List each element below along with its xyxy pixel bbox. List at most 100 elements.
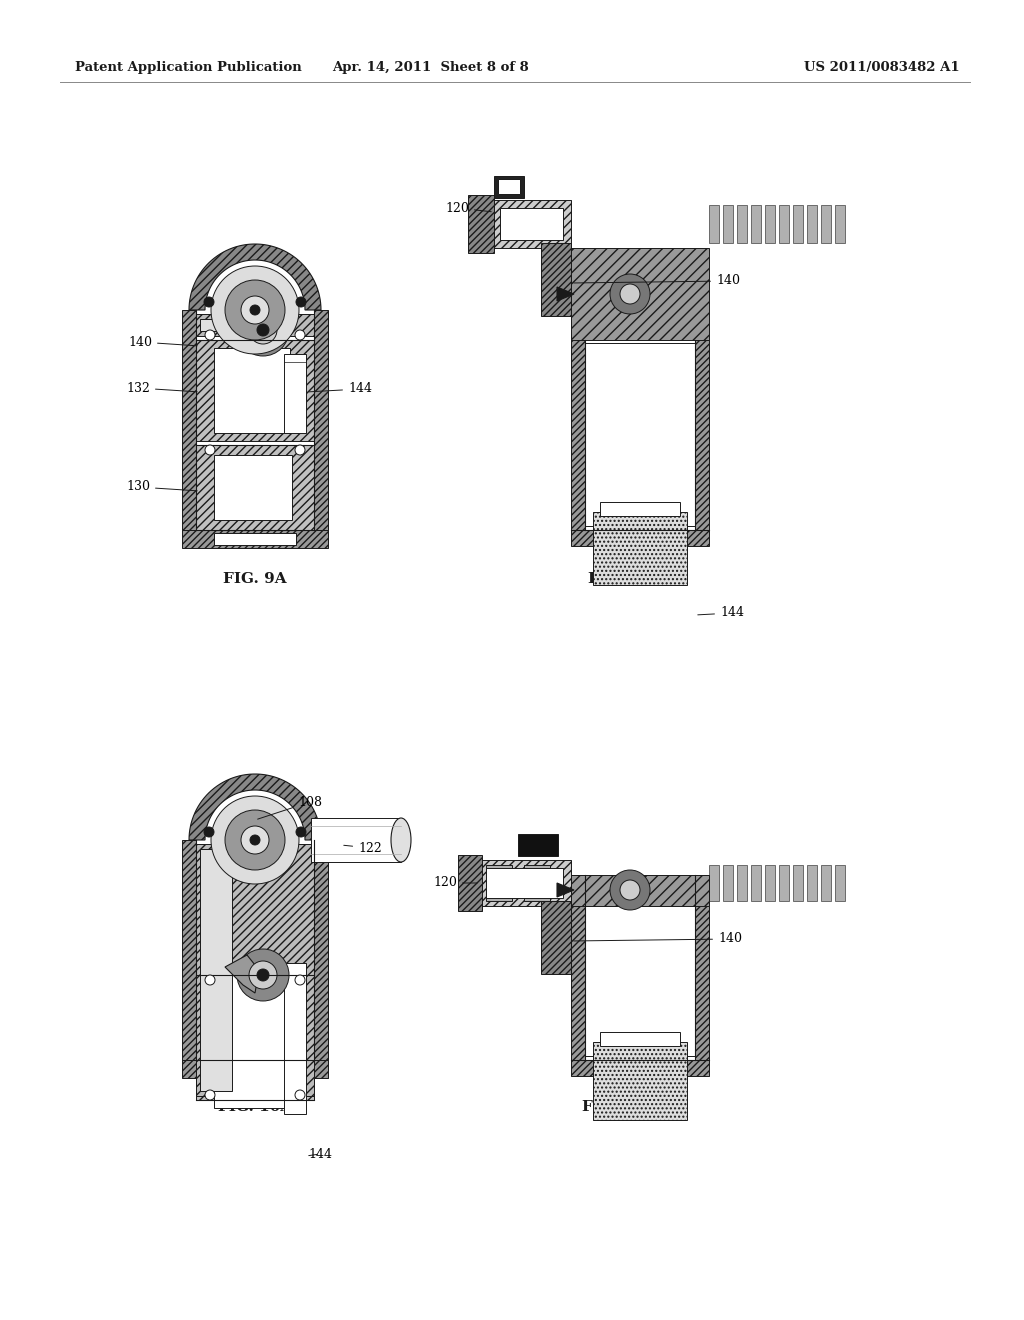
Bar	[468, 195, 494, 253]
Circle shape	[296, 297, 306, 308]
Circle shape	[249, 315, 278, 345]
Circle shape	[295, 330, 305, 341]
Bar	[541, 243, 571, 315]
Bar	[765, 865, 775, 902]
Bar	[494, 176, 524, 198]
Circle shape	[225, 280, 285, 341]
Bar	[224, 290, 238, 310]
Bar	[493, 201, 571, 248]
Bar	[709, 865, 719, 902]
Bar	[458, 855, 482, 911]
Bar	[270, 820, 284, 840]
Circle shape	[241, 296, 269, 323]
Bar	[723, 865, 733, 902]
Text: FIG. 10B: FIG. 10B	[583, 1100, 657, 1114]
Bar	[571, 875, 585, 1060]
Text: 120: 120	[433, 876, 477, 890]
Bar	[196, 341, 314, 441]
Bar	[498, 180, 520, 194]
Text: 122: 122	[344, 842, 382, 854]
Circle shape	[211, 796, 299, 884]
Bar	[695, 875, 709, 1060]
Bar	[709, 205, 719, 243]
Bar	[196, 445, 314, 531]
Circle shape	[250, 836, 260, 845]
Text: 120: 120	[445, 202, 492, 214]
Bar	[182, 531, 328, 548]
Bar	[500, 209, 563, 240]
Text: 140: 140	[128, 335, 198, 348]
Bar	[571, 1060, 709, 1076]
Bar	[182, 1060, 328, 1078]
Bar	[779, 865, 790, 902]
Text: 144: 144	[309, 383, 372, 396]
Polygon shape	[225, 310, 259, 348]
Text: Patent Application Publication: Patent Application Publication	[75, 62, 302, 74]
Circle shape	[204, 297, 214, 308]
Text: Apr. 14, 2011  Sheet 8 of 8: Apr. 14, 2011 Sheet 8 of 8	[332, 62, 528, 74]
Circle shape	[257, 969, 269, 981]
Bar	[196, 843, 314, 1096]
Bar	[480, 861, 571, 906]
Bar	[807, 865, 817, 902]
Text: 140: 140	[573, 932, 742, 945]
Circle shape	[610, 870, 650, 909]
Bar	[200, 319, 232, 331]
Polygon shape	[225, 954, 259, 993]
Bar	[214, 985, 292, 1049]
Circle shape	[237, 304, 289, 356]
Circle shape	[295, 1090, 305, 1100]
Bar	[751, 205, 761, 243]
Bar	[182, 840, 196, 1060]
Bar	[821, 205, 831, 243]
Bar	[835, 865, 845, 902]
Bar	[270, 290, 284, 310]
Bar	[571, 875, 709, 906]
Bar	[486, 869, 563, 898]
Bar	[182, 310, 196, 531]
Text: FIG. 9B: FIG. 9B	[588, 572, 652, 586]
Text: FIG. 10A: FIG. 10A	[218, 1100, 292, 1114]
Polygon shape	[189, 774, 321, 840]
Text: FIG. 9A: FIG. 9A	[223, 572, 287, 586]
Polygon shape	[557, 883, 574, 898]
Bar	[214, 533, 296, 545]
Bar	[200, 849, 232, 1092]
Text: 144: 144	[308, 1147, 332, 1160]
Bar	[486, 865, 512, 902]
Bar	[585, 878, 695, 1056]
Polygon shape	[557, 286, 574, 301]
Circle shape	[257, 323, 269, 337]
Bar	[793, 865, 803, 902]
Bar	[214, 348, 290, 433]
Bar	[571, 341, 585, 531]
Bar	[224, 820, 238, 840]
Bar	[821, 865, 831, 902]
Circle shape	[249, 961, 278, 989]
Bar	[518, 834, 558, 855]
Bar	[214, 964, 290, 1107]
Bar	[196, 314, 314, 337]
Bar	[214, 455, 292, 520]
Text: 132: 132	[126, 381, 198, 395]
Text: 130: 130	[126, 480, 198, 494]
Bar	[196, 972, 314, 1100]
Circle shape	[205, 330, 215, 341]
Bar	[737, 205, 746, 243]
Bar	[585, 343, 695, 525]
Bar	[284, 964, 306, 1114]
Bar	[314, 310, 328, 531]
Bar	[284, 354, 306, 433]
Circle shape	[205, 445, 215, 455]
Bar	[196, 975, 314, 1060]
Circle shape	[620, 880, 640, 900]
Bar	[314, 840, 328, 1060]
Bar	[737, 865, 746, 902]
Bar	[695, 341, 709, 531]
Text: 140: 140	[573, 275, 740, 288]
Polygon shape	[189, 244, 321, 310]
Bar	[793, 205, 803, 243]
Bar	[524, 865, 550, 902]
Circle shape	[250, 305, 260, 315]
Bar	[807, 205, 817, 243]
